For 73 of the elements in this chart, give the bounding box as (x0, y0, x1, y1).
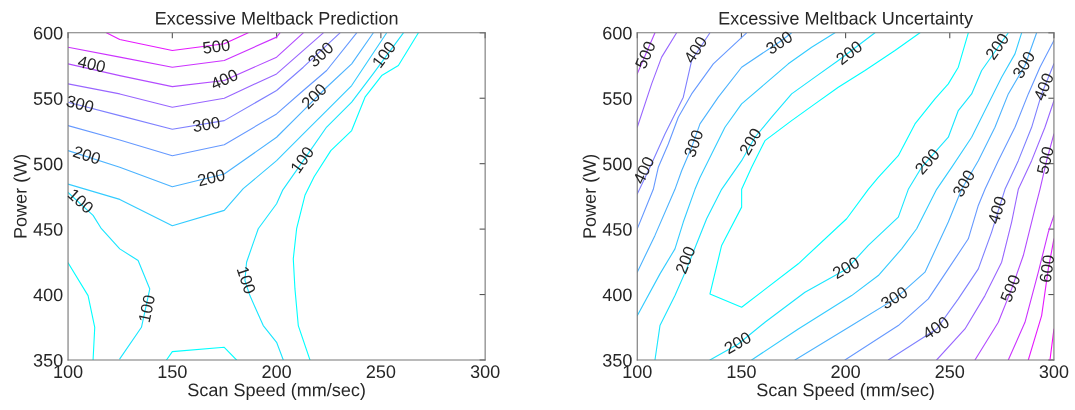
annotation: 400 (683, 35, 708, 65)
annotation: 100 (138, 294, 156, 323)
line-series (68, 32, 341, 130)
annotation: 300 (951, 168, 976, 198)
line-series (68, 32, 304, 88)
x-axis-title: Scan Speed (mm/sec) (188, 383, 365, 400)
annotation: 200 (197, 168, 226, 187)
line-series (105, 32, 249, 52)
chart-title: Excessive Meltback Uncertainty (719, 11, 973, 29)
y-tick-label: 500 (603, 157, 632, 171)
x-tick-label: 150 (727, 365, 756, 379)
annotation: 200 (72, 145, 102, 165)
y-tick-label: 350 (602, 353, 632, 367)
x-tick-label: 250 (935, 365, 965, 379)
line-series (637, 32, 678, 128)
annotation: 200 (831, 256, 861, 280)
x-tick-label: 100 (54, 365, 83, 379)
line-series (292, 32, 419, 360)
annotation: 200 (984, 32, 1010, 61)
annotation: 200 (914, 147, 941, 176)
line-series (68, 262, 96, 360)
annotation: 300 (683, 129, 704, 159)
x-tick-label: 100 (623, 365, 652, 379)
annotation: 300 (1011, 50, 1036, 80)
annotation: 300 (764, 30, 794, 55)
annotation: 400 (1033, 72, 1055, 102)
annotation: 200 (723, 331, 753, 355)
annotation: 100 (236, 266, 257, 295)
annotation: 400 (987, 195, 1007, 225)
annotation: 500 (999, 273, 1021, 303)
y-tick-label: 550 (33, 92, 63, 105)
annotation: 400 (209, 68, 239, 91)
annotation: 400 (77, 55, 106, 73)
annotation: 400 (632, 155, 655, 185)
line-series (637, 32, 711, 195)
y-tick-label: 500 (33, 157, 63, 171)
annotation: 100 (67, 188, 95, 215)
y-axis-title: Power (W) (13, 154, 31, 238)
annotation: 500 (1036, 146, 1054, 175)
annotation: 300 (306, 41, 335, 68)
chart-title: Excessive Meltback Prediction (156, 11, 398, 25)
annotation: 300 (65, 94, 95, 113)
y-tick-label: 450 (33, 223, 63, 236)
annotation: 300 (879, 285, 909, 310)
y-tick-label: 600 (603, 26, 632, 40)
y-tick-label: 450 (602, 223, 632, 236)
y-axis-title: Power (W) (582, 154, 600, 238)
annotation: 100 (290, 145, 315, 174)
annotation: 400 (921, 315, 951, 341)
y-tick-label: 400 (33, 288, 63, 302)
line-series (68, 32, 374, 188)
annotation: 500 (202, 38, 231, 54)
line-series (637, 32, 793, 273)
annotation: 100 (371, 40, 397, 69)
annotation: 200 (738, 127, 763, 156)
y-tick-label: 400 (602, 288, 632, 302)
annotation: 200 (675, 245, 696, 275)
annotation: 200 (835, 40, 864, 66)
annotation: 300 (192, 116, 221, 133)
y-tick-label: 350 (33, 353, 63, 367)
line-series (654, 32, 876, 360)
x-axis-title: Scan Speed (mm/sec) (757, 383, 934, 400)
x-tick-label: 300 (470, 365, 500, 379)
annotation: 200 (300, 82, 328, 110)
x-tick-label: 150 (158, 365, 187, 379)
y-tick-label: 550 (603, 92, 632, 105)
x-tick-label: 250 (366, 365, 396, 379)
x-tick-label: 300 (1039, 365, 1069, 379)
x-tick-label: 200 (262, 365, 291, 379)
annotation: 600 (1039, 254, 1055, 283)
y-tick-label: 600 (33, 26, 63, 40)
annotation: 500 (634, 40, 656, 70)
x-tick-label: 200 (831, 365, 860, 379)
